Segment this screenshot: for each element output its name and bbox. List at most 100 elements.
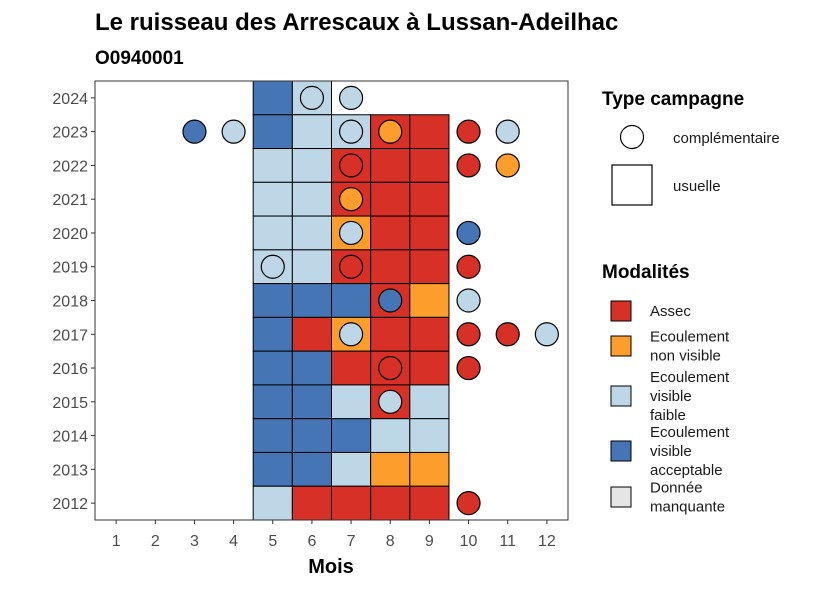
cell-2016-6 xyxy=(291,350,332,386)
cell-2018-7 xyxy=(331,283,372,318)
legend-key-assec xyxy=(610,300,632,322)
legend-campagne: Type campagne complémentaire usuelle xyxy=(602,89,780,206)
x-tick-label-5: 5 xyxy=(268,533,277,550)
cell-2020-5 xyxy=(252,215,293,251)
x-tick-label-3: 3 xyxy=(190,533,199,550)
legend-key-acceptable xyxy=(610,440,632,462)
point-2019-7 xyxy=(338,254,364,279)
cell-2019-6 xyxy=(291,249,332,285)
point-2018-10 xyxy=(456,288,481,313)
legend-label-acceptable: Ecoulement visible acceptable xyxy=(650,424,730,479)
legend-key-manquante xyxy=(610,486,632,508)
cell-2023-5 xyxy=(252,114,293,150)
y-tick-label-2020: 2020 xyxy=(52,226,88,243)
x-tick-label-11: 11 xyxy=(499,533,516,550)
cell-2022-9 xyxy=(409,148,450,183)
point-2023-10 xyxy=(456,119,481,144)
y-tick-label-2014: 2014 xyxy=(52,429,88,446)
cell-2022-5 xyxy=(252,148,293,183)
x-tick-label-6: 6 xyxy=(307,533,316,550)
cell-2016-9 xyxy=(409,350,450,386)
y-axis: 2012 2013 2014 2015 2016 2017 2018 2019 2020 2021… xyxy=(52,91,95,513)
x-tick-label-8: 8 xyxy=(386,533,395,550)
x-tick-label-2: 2 xyxy=(151,533,160,550)
cell-2017-5 xyxy=(252,316,293,352)
cell-2015-9 xyxy=(409,384,450,420)
point-2023-8 xyxy=(378,119,403,144)
point-2022-11 xyxy=(495,153,520,178)
y-tick-label-2012: 2012 xyxy=(52,496,88,513)
cell-2012-5 xyxy=(252,485,293,521)
point-2017-12 xyxy=(534,322,559,347)
cell-2014-9 xyxy=(409,418,450,453)
y-tick-label-2015: 2015 xyxy=(52,395,88,412)
cell-2020-9 xyxy=(409,215,450,251)
legend-usuelle-label: usuelle xyxy=(673,178,721,195)
cell-2016-7 xyxy=(331,350,372,386)
y-tick-label-2023: 2023 xyxy=(52,125,88,142)
legend-label-assec: Assec xyxy=(650,303,691,320)
x-tick-label-4: 4 xyxy=(229,533,238,550)
cell-2018-5 xyxy=(252,283,293,318)
cell-2018-9 xyxy=(409,283,450,318)
cell-2013-5 xyxy=(252,451,293,487)
cell-2017-9 xyxy=(409,316,450,352)
legend-circle-key xyxy=(619,124,645,150)
cell-2023-6 xyxy=(291,114,332,150)
x-axis: 1 2 3 4 5 6 7 8 9 10 11 12 xyxy=(112,520,556,550)
legend-complementaire-label: complémentaire xyxy=(673,130,780,147)
point-2018-8 xyxy=(378,288,403,313)
cell-2013-7 xyxy=(331,451,372,487)
cell-2021-8 xyxy=(370,181,411,217)
point-2016-8 xyxy=(378,355,403,381)
cell-2015-6 xyxy=(291,384,332,420)
x-tick-label-10: 10 xyxy=(460,533,478,550)
point-2017-7 xyxy=(338,322,364,347)
cell-2015-7 xyxy=(331,384,372,420)
point-2019-10 xyxy=(456,254,481,279)
y-tick-label-2019: 2019 xyxy=(52,260,88,277)
x-tick-label-7: 7 xyxy=(347,533,356,550)
point-2022-10 xyxy=(456,153,481,178)
y-tick-label-2024: 2024 xyxy=(52,91,88,108)
cell-2014-5 xyxy=(252,418,293,453)
cell-2017-6 xyxy=(291,316,332,352)
cell-2013-6 xyxy=(291,451,332,487)
cell-2012-7 xyxy=(331,485,372,521)
x-tick-label-9: 9 xyxy=(425,533,434,550)
cell-2014-8 xyxy=(370,418,411,453)
point-2019-5 xyxy=(260,254,285,279)
cell-2015-5 xyxy=(252,384,293,420)
cell-2018-6 xyxy=(291,283,332,318)
legend-square-key xyxy=(611,164,653,206)
point-2023-4 xyxy=(221,119,246,144)
cell-2014-7 xyxy=(331,418,372,453)
point-2016-10 xyxy=(456,355,481,381)
cell-2017-8 xyxy=(370,316,411,352)
legend-campagne-title: Type campagne xyxy=(602,89,744,110)
x-tick-label-1: 1 xyxy=(112,533,121,550)
cell-2021-6 xyxy=(291,181,332,217)
legend-label-faible: Ecoulement visible faible xyxy=(650,369,730,424)
y-tick-label-2017: 2017 xyxy=(52,327,88,344)
point-2023-3 xyxy=(182,119,207,144)
y-tick-label-2016: 2016 xyxy=(52,361,88,378)
point-2022-7 xyxy=(338,153,364,178)
cell-2013-9 xyxy=(409,451,450,487)
cell-2020-6 xyxy=(291,215,332,251)
cell-2012-6 xyxy=(291,485,332,521)
cell-2023-9 xyxy=(409,114,450,150)
cell-2024-5 xyxy=(252,80,293,116)
point-2020-10 xyxy=(456,220,481,246)
point-2024-6 xyxy=(299,85,325,110)
point-2024-7 xyxy=(338,85,364,110)
cell-2014-6 xyxy=(291,418,332,453)
legend-key-nonvisible xyxy=(610,335,632,357)
usuelle-cells xyxy=(252,80,450,521)
point-2021-7 xyxy=(338,187,364,212)
legend-label-manquante: Donnée manquante xyxy=(650,480,725,516)
point-2023-11 xyxy=(495,119,520,144)
y-tick-label-2018: 2018 xyxy=(52,294,88,311)
cell-2021-5 xyxy=(252,181,293,217)
